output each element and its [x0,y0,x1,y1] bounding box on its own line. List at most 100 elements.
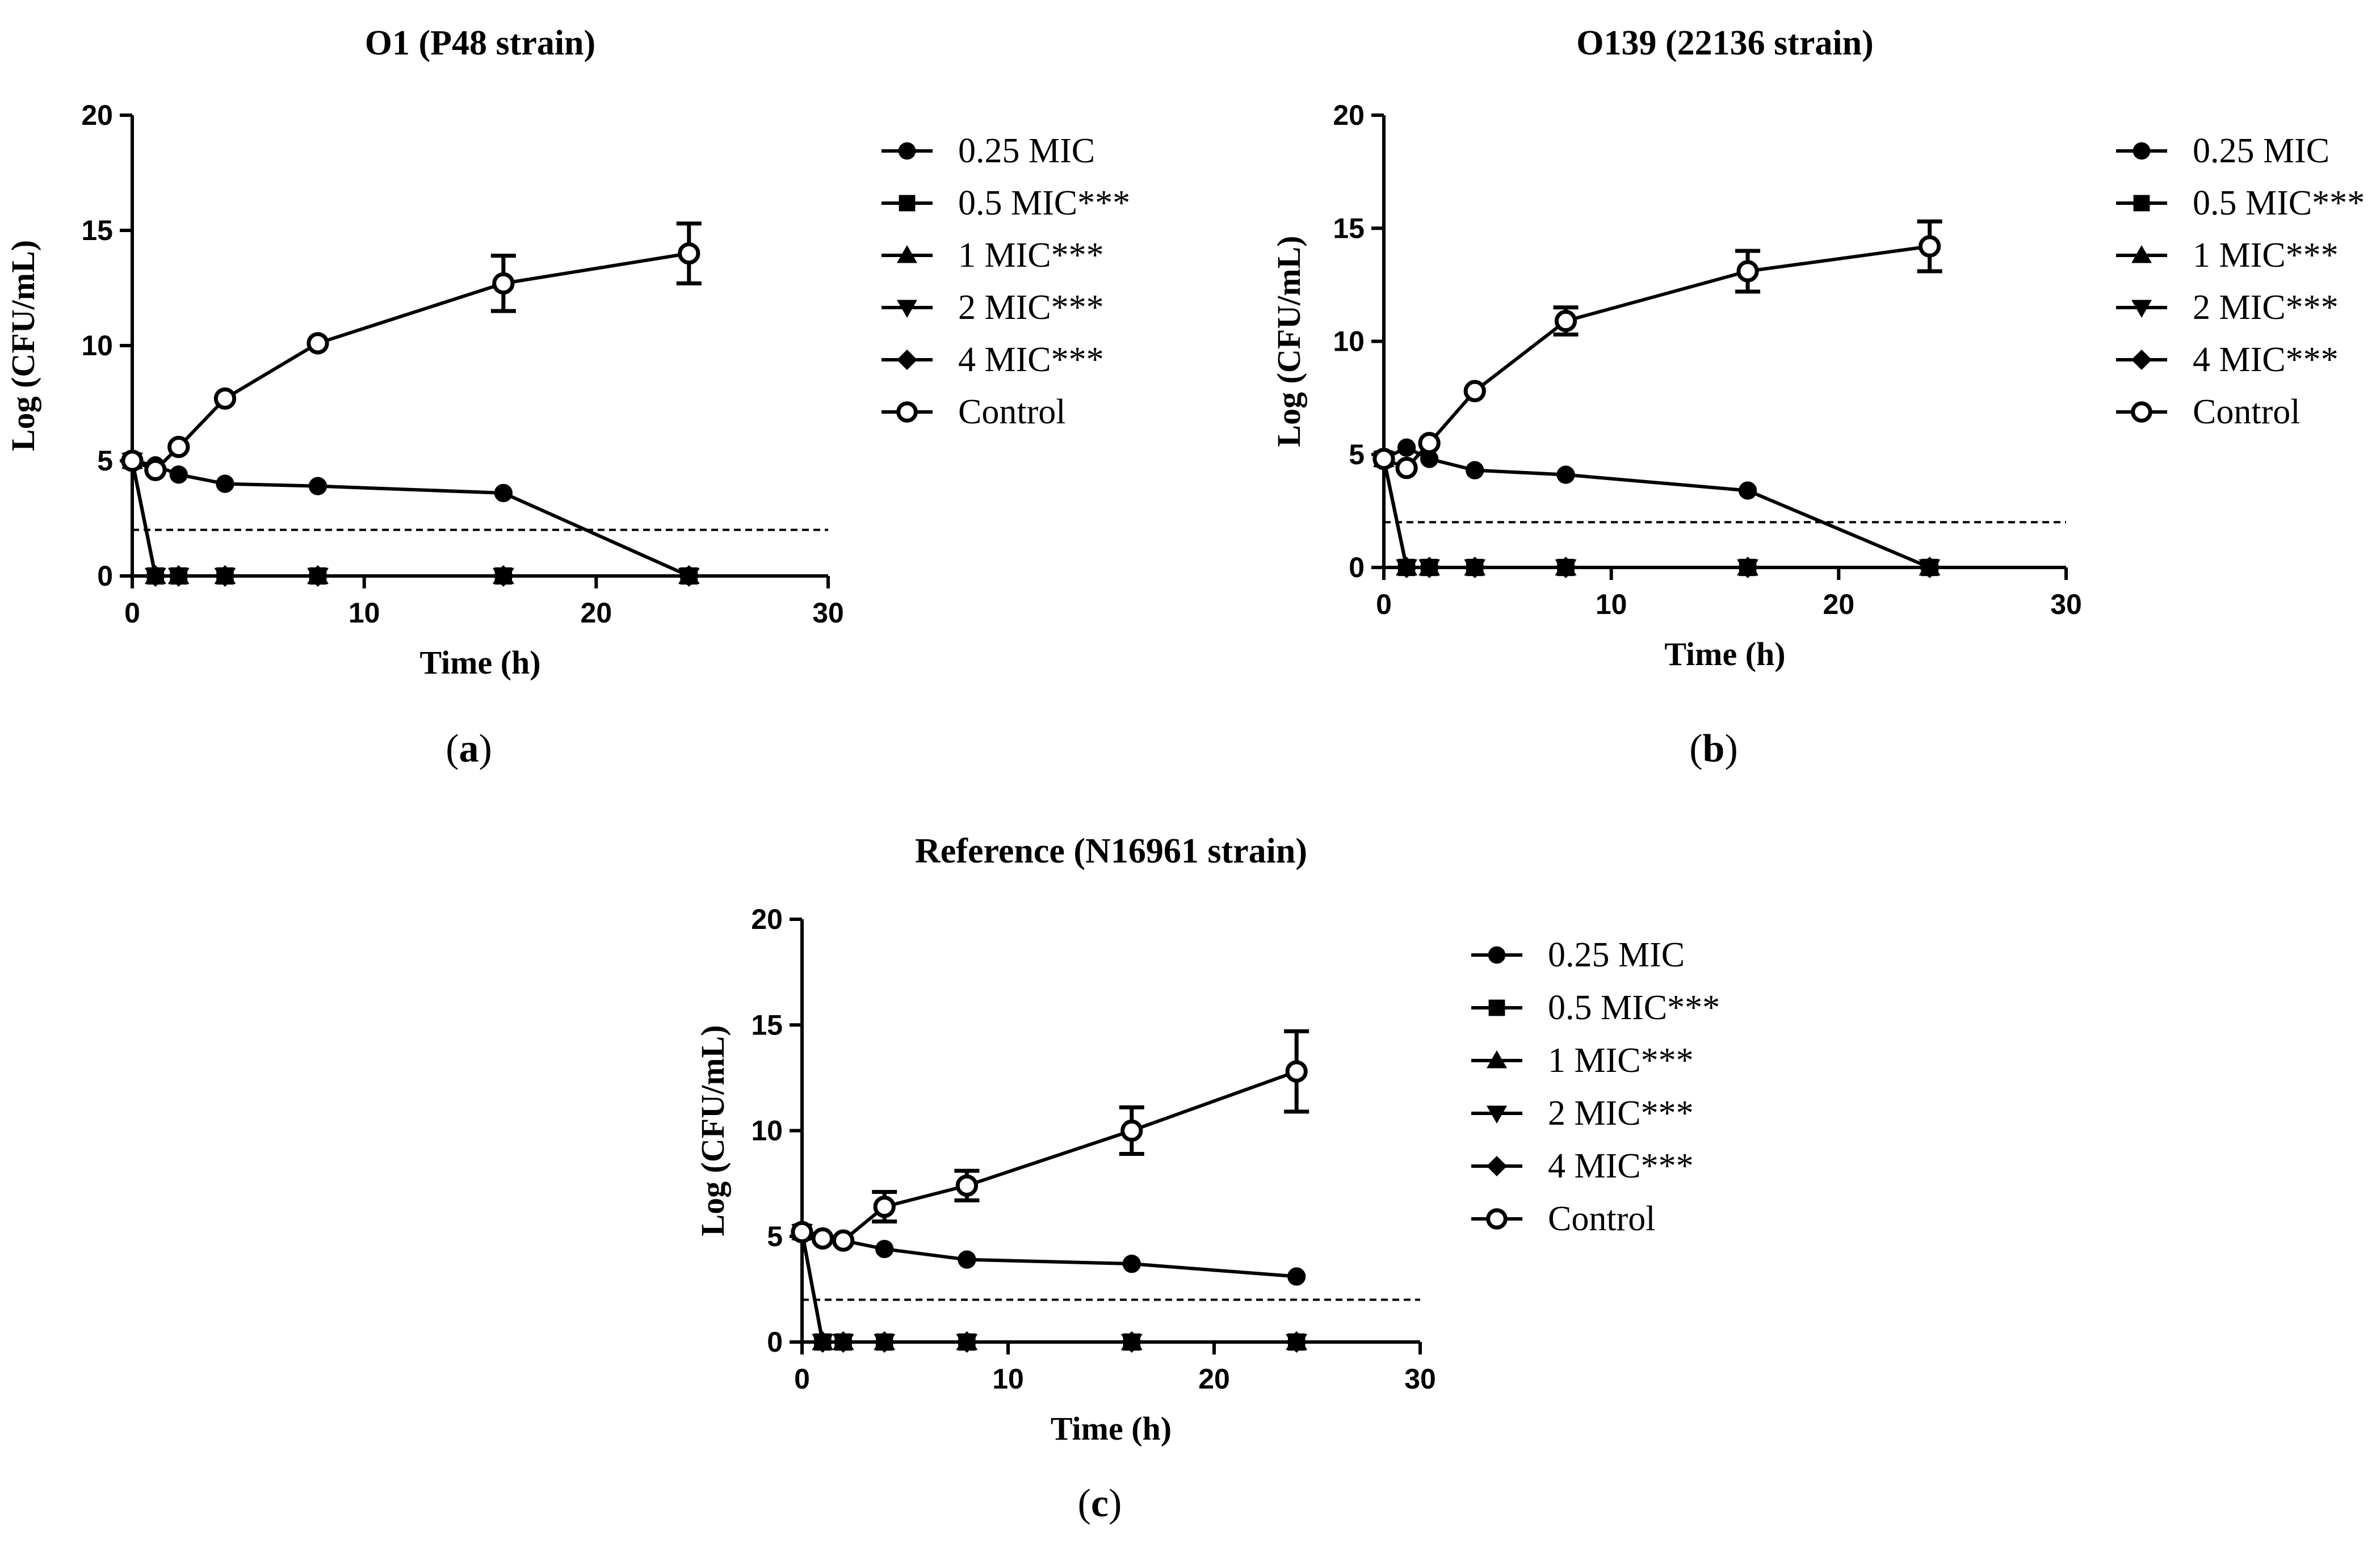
data-point [494,483,513,502]
data-point [144,458,167,481]
series-line [132,459,690,578]
data-point [121,449,144,472]
data-point [167,435,190,458]
chart-title: O139 (22136 strain) [1576,24,1874,62]
data-point [678,242,700,265]
chart-panel-c: Reference (N16961 strain) 0 5 10 15 20 0 10 20 30… [694,832,1720,1525]
x-tick-label: 10 [992,1363,1024,1395]
legend-label: 4 MIC*** [1548,1147,1694,1185]
legend-marker [1487,1105,1507,1124]
data-point [1418,557,1441,578]
x-tick-label: 30 [2050,588,2082,620]
data-point [1554,309,1577,333]
legend-label: 2 MIC*** [1548,1094,1694,1133]
legend-label: 0.25 MIC [1548,936,1685,974]
legend-marker [897,300,917,318]
data-point [144,565,166,587]
legend-label: 4 MIC*** [958,340,1104,379]
legend-label: 0.5 MIC*** [958,184,1130,222]
y-tick-label: 5 [1349,439,1365,470]
data-point [1287,1267,1306,1286]
legend-label: 0.5 MIC*** [1548,988,1720,1027]
legend-marker [897,245,917,263]
panel-caption: (a) [446,727,492,771]
data-point [1918,235,1941,258]
y-tick-label: 15 [81,214,113,246]
chart-title: Reference (N16961 strain) [915,832,1307,870]
data-point [791,1221,813,1243]
panel-caption: (b) [1689,727,1738,771]
legend-label: 0.25 MIC [2193,132,2329,170]
legend-marker [2131,401,2152,423]
y-tick-label: 10 [751,1115,783,1147]
legend-marker [899,195,916,212]
x-tick-label: 0 [1376,588,1392,620]
series-line [1382,458,1930,569]
x-axis-label: Time (h) [419,644,540,681]
legend-label: Control [1548,1200,1655,1238]
x-tick-label: 0 [794,1363,810,1395]
data-point [1120,1119,1143,1142]
legend-label: 0.25 MIC [958,132,1095,170]
y-tick-label: 0 [1349,552,1365,583]
data-point [169,465,188,484]
x-tick-label: 20 [1823,588,1855,620]
series-line [801,1230,1297,1278]
y-tick-label: 15 [751,1009,783,1041]
data-point [216,474,234,493]
series-line [131,251,690,472]
data-point [1285,1060,1308,1083]
data-point [1396,557,1418,578]
data-point [832,1331,854,1353]
legend-marker [2131,245,2152,263]
data-point [875,1239,894,1259]
series-line [1382,458,1930,569]
data-point [1420,449,1439,468]
legend-label: Control [958,393,1065,431]
legend-label: 1 MIC*** [2193,236,2339,275]
data-point [1556,465,1575,484]
legend-label: Control [2193,393,2300,431]
legend-label: 2 MIC*** [958,288,1104,327]
data-point [678,565,700,587]
chart-title: O1 (P48 strain) [365,24,595,62]
series-line [1383,445,1930,569]
series-line [801,1070,1298,1243]
data-point [1418,432,1441,455]
series-line [131,460,689,578]
data-point [1372,448,1395,470]
data-point [874,1331,896,1353]
data-point [1120,1331,1143,1353]
data-point [307,332,329,355]
data-point [811,1227,834,1250]
y-tick-label: 0 [97,560,113,592]
x-tick-label: 10 [1596,588,1627,620]
data-point [492,565,514,587]
legend-label: 1 MIC*** [1548,1041,1694,1080]
data-point [167,565,190,587]
legend-marker [1487,1156,1507,1176]
series-line [131,460,689,578]
data-point [956,1331,978,1353]
y-tick-label: 20 [1333,99,1365,131]
data-point [308,477,328,495]
x-tick-label: 10 [349,597,380,629]
x-axis-label: Time (h) [1051,1410,1172,1447]
panel-caption-letter: b [1703,727,1725,771]
y-axis-label: Log (CFU/mL) [5,240,41,451]
data-point [1122,1255,1141,1273]
series-line [1382,458,1930,569]
legend-marker [1486,1208,1508,1230]
legend-marker [2131,350,2152,370]
x-tick-label: 20 [1198,1363,1230,1395]
series-line [131,460,689,578]
data-point [1464,557,1486,578]
legend-label: 1 MIC*** [958,236,1104,275]
x-tick-label: 20 [581,597,612,629]
data-point [213,387,237,410]
data-point [832,1229,855,1252]
data-point [1397,438,1416,457]
legend-label: 2 MIC*** [2193,288,2339,327]
y-tick-label: 10 [81,330,113,361]
data-point [1463,380,1486,402]
